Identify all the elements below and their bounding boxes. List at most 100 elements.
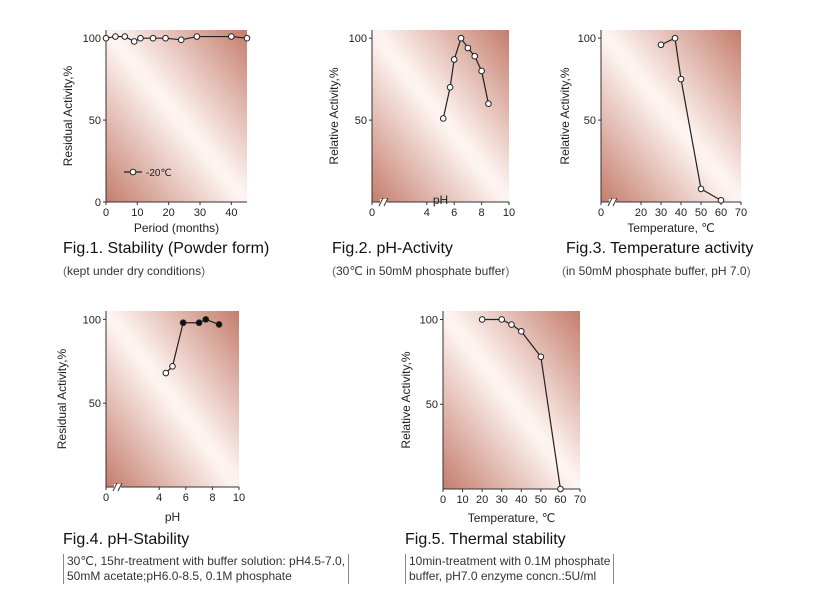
fig3-x-tick-label: 30 (655, 207, 667, 219)
fig2-axis-break-mark (378, 197, 384, 207)
fig4-note-line-1: 30℃, 15hr-treatment with buffer solution… (67, 554, 346, 568)
fig1-x-tick-label: 10 (131, 207, 143, 219)
fig5-note-line-2: buffer, pH7.0 enzyme concn.:5U/ml (409, 569, 597, 583)
fig3-x-tick-label: 60 (715, 207, 727, 219)
fig3-x-axis-label: Temperature, ℃ (627, 221, 715, 235)
fig4-y-tick-label: 100 (83, 314, 101, 326)
fig5-x-tick-label: 0 (440, 494, 446, 506)
fig2-data-point (446, 84, 454, 91)
fig5-x-tick-label: 30 (496, 494, 508, 506)
fig5-note: 10min-treatment with 0.1M phosphate buff… (405, 554, 615, 584)
fig5-title: Fig.5. Thermal stability (405, 531, 566, 548)
fig2-y-tick-label: 100 (349, 33, 367, 45)
fig2-x-tick-label: 8 (479, 207, 485, 219)
fig2-chart: 0 4 6 8 10 50 100 pH Relative Activity,% (327, 30, 515, 219)
fig4-connector-line (171, 322, 184, 367)
fig2-x-tick-label: 0 (369, 207, 375, 219)
fig1-chart: 0 10 20 30 40 0 50 100 Period (months) Residual A… (61, 30, 251, 235)
fig4-data-point (195, 319, 203, 327)
fig3-x-tick-label: 20 (635, 207, 647, 219)
fig1-x-tick-label: 30 (194, 207, 206, 219)
fig5-y-tick-label: 100 (420, 314, 438, 326)
fig1-data-point (243, 34, 251, 42)
fig1-note-text: kept under dry conditions (67, 264, 202, 278)
fig4-data-point (202, 316, 210, 323)
fig1-note: (kept under dry conditions) (63, 264, 206, 278)
fig4-x-tick-label: 0 (103, 492, 109, 504)
fig4-y-tick-label: 50 (89, 398, 101, 410)
fig4-y-axis-label: Residual Activity,% (55, 348, 69, 449)
fig4-chart: 0 4 6 8 10 50 100 pH Residual Activity,% (55, 311, 245, 524)
fig4-data-point (179, 319, 187, 327)
fig3-data-point (671, 34, 679, 42)
fig2-data-point (485, 100, 492, 108)
fig5-x-tick-label: 20 (476, 494, 488, 506)
fig5-plot-area (443, 311, 580, 489)
fig5-data-point (557, 485, 564, 493)
fig3-x-tick-label: 0 (598, 207, 604, 219)
fig4-series-line (183, 318, 220, 325)
fig5-data-point (498, 316, 506, 323)
fig1-y-tick-label: 100 (83, 33, 101, 45)
fig2-y-axis-label: Relative Activity,% (327, 67, 341, 164)
fig5-note-line-1: 10min-treatment with 0.1M phosphate (409, 554, 611, 568)
fig4-note-line-2: 50mM acetate;pH6.0-8.5, 0.1M phosphate (67, 569, 292, 583)
fig3-axis-break-mark (612, 197, 618, 207)
fig5-data-point (517, 328, 525, 335)
fig5-x-axis-label: Temperature, ℃ (468, 511, 556, 525)
fig3-chart: 0 20 30 40 50 60 70 50 100 Temperature, ℃ Relative… (558, 30, 747, 235)
fig3-axis-break-mark (607, 197, 613, 207)
fig5-data-point (508, 321, 515, 328)
fig2-y-tick-label: 50 (355, 115, 367, 127)
fig2-x-tick-label: 10 (503, 207, 515, 219)
fig3-data-point (697, 185, 705, 193)
fig4-data-point (215, 321, 223, 328)
fig4-data-point (162, 369, 170, 377)
fig5-x-tick-label: 70 (574, 494, 586, 506)
fig4-x-tick-label: 8 (209, 492, 215, 504)
fig3-data-point (677, 75, 685, 83)
fig1-data-point (193, 33, 201, 40)
fig3-data-point (657, 41, 665, 49)
fig2-x-tick-label: 4 (424, 207, 430, 219)
fig4-note: 30℃, 15hr-treatment with buffer solution… (63, 554, 350, 584)
fig1-data-point (162, 34, 169, 42)
fig3-x-tick-label: 70 (735, 207, 747, 219)
fig4-title: Fig.4. pH-Stability (63, 531, 190, 548)
fig5-data-point (537, 353, 545, 361)
fig1-plot-area (106, 30, 247, 202)
fig3-note: (in 50mM phosphate buffer, pH 7.0) (562, 264, 751, 278)
fig2-note-text: 30℃ in 50mM phosphate buffer (336, 264, 506, 278)
fig3-y-tick-label: 50 (584, 115, 596, 127)
fig2-axis-break-mark (383, 197, 389, 207)
fig5-y-axis-label: Relative Activity,% (399, 351, 413, 448)
fig4-axis-break-gap (114, 484, 121, 490)
fig2-data-point (478, 67, 485, 75)
fig2-x-axis-label: pH (433, 193, 448, 207)
fig2-data-point (439, 115, 447, 122)
fig3-y-tick-label: 100 (578, 33, 596, 45)
fig1-data-point (102, 34, 110, 42)
fig1-y-tick-label: 0 (95, 197, 101, 209)
fig1-data-point (112, 33, 119, 40)
fig2-note: (30℃ in 50mM phosphate buffer) (332, 264, 510, 278)
fig4-x-tick-label: 10 (233, 492, 245, 504)
fig2-title: Fig.2. pH-Activity (332, 240, 453, 257)
fig1-data-point (137, 34, 144, 42)
fig1-legend-label: -20℃ (146, 168, 172, 179)
fig2-x-tick-label: 6 (451, 207, 457, 219)
fig1-data-point (121, 33, 129, 40)
fig1-y-axis-label: Residual Activity,% (61, 65, 75, 166)
fig1-data-point (149, 34, 157, 42)
fig4-axis-break-mark (112, 482, 118, 492)
fig1-legend-marker (129, 168, 137, 176)
fig2-plot-area (372, 30, 509, 202)
fig1-data-point (130, 38, 138, 45)
fig3-y-axis-label: Relative Activity,% (558, 67, 572, 164)
fig1-data-point (177, 36, 185, 44)
fig2-data-point (457, 34, 465, 42)
fig5-x-tick-label: 60 (554, 494, 566, 506)
fig4-axis-break-mark (117, 482, 123, 492)
fig2-axis-break-gap (380, 199, 387, 205)
fig4-x-tick-label: 6 (183, 492, 189, 504)
